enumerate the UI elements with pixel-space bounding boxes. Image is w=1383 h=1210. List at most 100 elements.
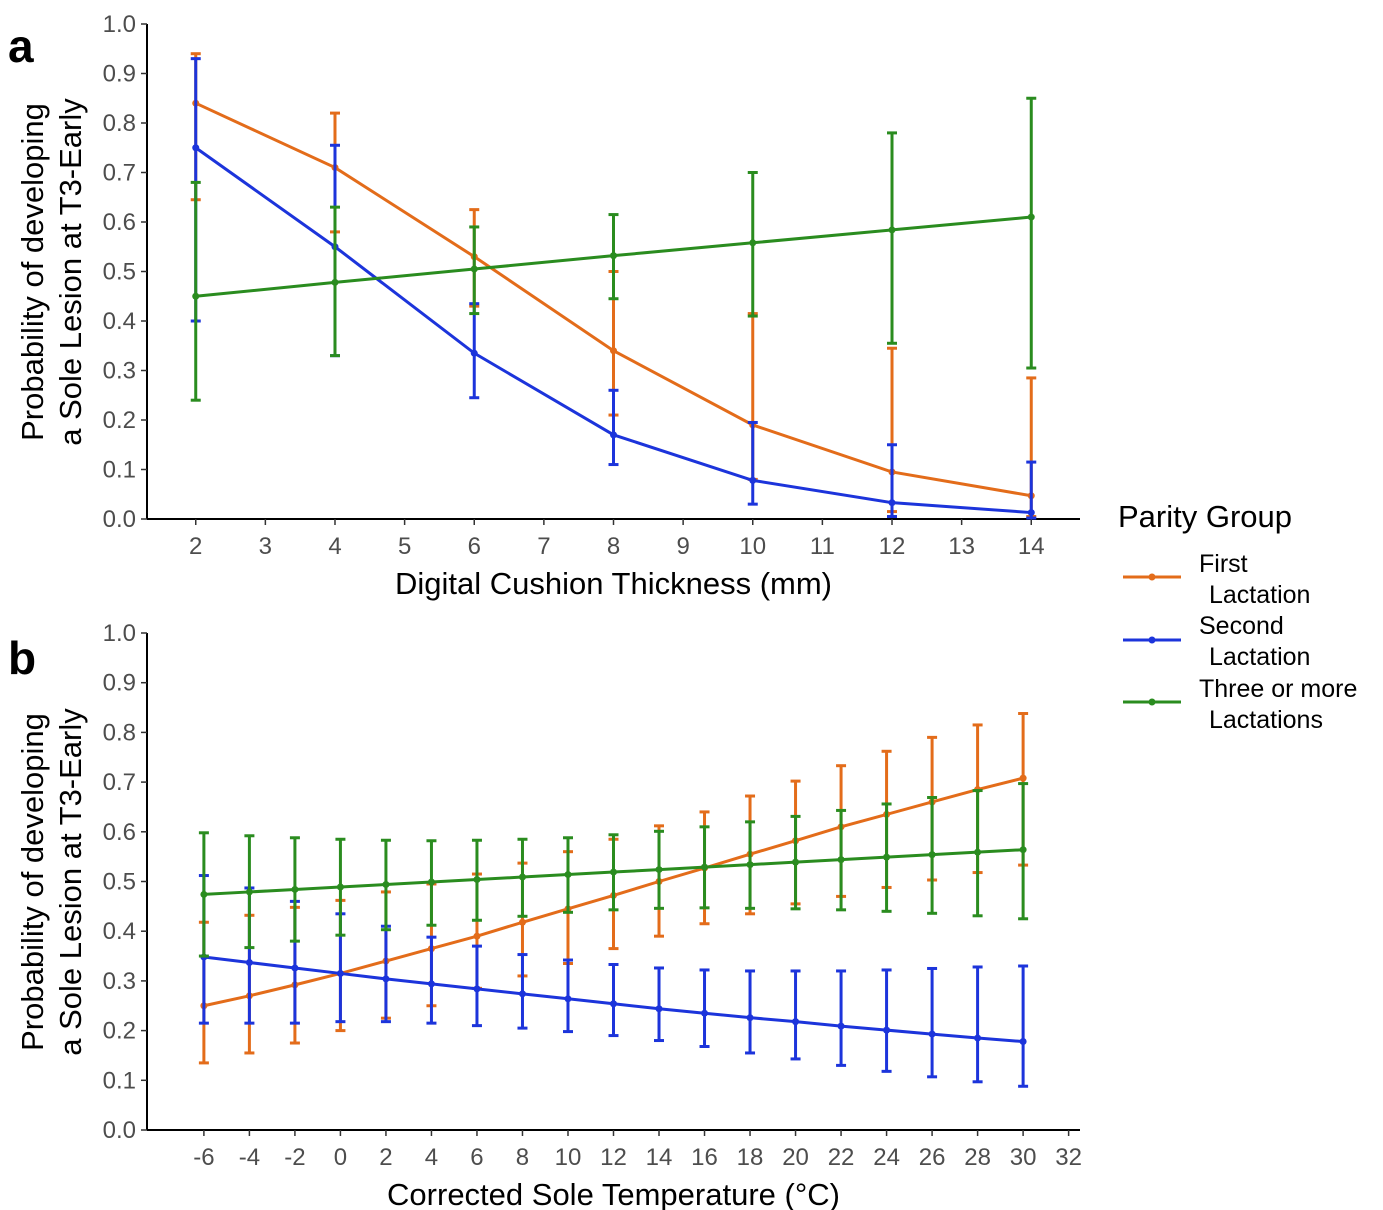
legend-title: Parity Group (1118, 499, 1292, 534)
data-point (974, 848, 982, 856)
y-tick-label: 0.6 (103, 209, 136, 236)
data-point (470, 349, 478, 357)
y-tick-label: 1.0 (103, 11, 136, 38)
data-point (382, 880, 390, 888)
data-point (883, 853, 891, 861)
x-tick-label: 3 (259, 533, 272, 560)
data-point (837, 1022, 845, 1030)
data-point (749, 239, 757, 247)
data-point (837, 856, 845, 864)
data-point (888, 226, 896, 234)
x-tick-label: 2 (189, 533, 202, 560)
data-point (291, 885, 299, 893)
y-tick-label: 0.9 (103, 670, 136, 697)
x-tick-label: 10 (739, 533, 766, 560)
data-point (473, 932, 481, 940)
data-point (655, 866, 663, 874)
data-point (1019, 1038, 1027, 1046)
x-tick-label: 28 (964, 1144, 991, 1171)
y-tick-label: 0.8 (103, 719, 136, 746)
data-point (1019, 774, 1027, 782)
x-tick-label: 18 (737, 1144, 764, 1171)
chart-panel-b: 0.0 0.1 0.2 0.3 0.4 0.5 0.6 0.7 0.8 0.9 1.0 -6 -4 -2 0… (15, 620, 1082, 1210)
x-tick-label: 32 (1055, 1144, 1082, 1171)
x-tick-label: 7 (537, 533, 550, 560)
data-point (610, 1000, 617, 1008)
y-tick-label: 0.1 (103, 457, 136, 484)
data-point (200, 890, 208, 898)
data-point (1019, 846, 1027, 854)
x-tick-label: 16 (691, 1144, 718, 1171)
legend-label-line1: Second (1199, 612, 1284, 640)
data-point (610, 252, 617, 260)
x-tick-label: 6 (470, 1144, 483, 1171)
data-point (192, 292, 200, 300)
x-tick-label: -2 (284, 1144, 305, 1171)
data-point (192, 144, 200, 152)
y-tick-label: 0.0 (103, 1117, 136, 1144)
data-point (792, 858, 800, 866)
y-tick-label: 0.2 (103, 407, 136, 434)
series (190, 96, 1037, 402)
legend: Parity Group First Lactation Second Lact… (1118, 499, 1357, 734)
x-tick-label: 4 (328, 533, 341, 560)
x-tick-label: 12 (879, 533, 906, 560)
x-tick-label: -6 (193, 1144, 214, 1171)
series (198, 782, 1029, 958)
data-point (518, 918, 526, 926)
data-point (473, 985, 481, 993)
legend-key-point (1148, 636, 1156, 644)
data-point (427, 878, 435, 886)
legend-entry-first: First Lactation (1123, 550, 1310, 609)
x-tick-label: 20 (782, 1144, 809, 1171)
data-point (518, 873, 526, 881)
x-axis-title: Digital Cushion Thickness (mm) (395, 566, 832, 601)
data-point (245, 888, 253, 896)
y-axis-title-line2: a Sole Lesion at T3-Early (53, 708, 88, 1056)
x-tick-label: 5 (398, 533, 411, 560)
legend-label-line2: Lactation (1209, 643, 1310, 671)
legend-label-line1: Three or more (1199, 675, 1357, 703)
data-point (1027, 213, 1035, 221)
data-point (564, 995, 572, 1003)
data-point (518, 990, 526, 998)
y-tick-label: 0.4 (103, 308, 136, 335)
legend-label-line1: First (1199, 550, 1248, 578)
data-point (928, 851, 936, 859)
x-tick-label: 2 (379, 1144, 392, 1171)
data-point (746, 1014, 754, 1022)
data-point (470, 265, 478, 273)
legend-key-point (1148, 698, 1156, 706)
y-tick-label: 0.5 (103, 869, 136, 896)
x-tick-label: 11 (810, 533, 835, 560)
x-tick-label: 0 (334, 1144, 347, 1171)
legend-entry-three-or-more: Three or more Lactations (1123, 675, 1357, 734)
data-point (701, 863, 709, 871)
legend-label-line2: Lactations (1209, 706, 1323, 734)
data-point (610, 431, 617, 439)
y-tick-label: 0.5 (103, 259, 136, 286)
x-tick-label: 14 (1018, 533, 1045, 560)
x-tick-label: 26 (919, 1144, 946, 1171)
y-tick-label: 0.4 (103, 918, 136, 945)
data-point (336, 969, 344, 977)
x-tick-label: 30 (1010, 1144, 1037, 1171)
y-tick-label: 0.9 (103, 61, 136, 88)
data-point (883, 1026, 891, 1034)
data-point (610, 347, 617, 355)
data-point (792, 1018, 800, 1026)
x-tick-label: 6 (468, 533, 481, 560)
y-tick-label: 0.8 (103, 110, 136, 137)
x-tick-label: 13 (948, 533, 975, 560)
y-tick-label: 0.3 (103, 358, 136, 385)
legend-key-point (1148, 573, 1156, 581)
data-point (336, 883, 344, 891)
data-point (746, 861, 754, 869)
x-tick-label: 24 (873, 1144, 900, 1171)
y-tick-label: 0.0 (103, 506, 136, 533)
data-point (473, 876, 481, 884)
x-tick-label: -4 (239, 1144, 260, 1171)
data-point (564, 871, 572, 879)
y-tick-label: 0.7 (103, 769, 136, 796)
